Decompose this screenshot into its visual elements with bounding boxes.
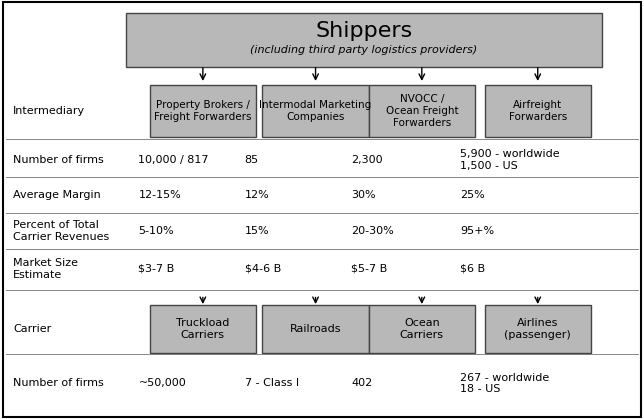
Text: 15%: 15% (245, 226, 269, 236)
Text: 402: 402 (351, 378, 372, 388)
Text: 12-15%: 12-15% (138, 190, 181, 200)
Text: Truckload
Carriers: Truckload Carriers (176, 318, 229, 340)
Text: 267 - worldwide
18 - US: 267 - worldwide 18 - US (460, 372, 550, 394)
Text: Ocean
Carriers: Ocean Carriers (400, 318, 444, 340)
Text: 20-30%: 20-30% (351, 226, 393, 236)
Text: Market Size
Estimate: Market Size Estimate (13, 258, 78, 280)
Text: 12%: 12% (245, 190, 269, 200)
FancyBboxPatch shape (3, 2, 641, 417)
FancyBboxPatch shape (263, 85, 368, 137)
Text: Airlines
(passenger): Airlines (passenger) (504, 318, 571, 340)
Text: 5,900 - worldwide
1,500 - US: 5,900 - worldwide 1,500 - US (460, 149, 560, 171)
Text: Carrier: Carrier (13, 324, 51, 334)
FancyBboxPatch shape (484, 85, 591, 137)
Text: NVOCC /
Ocean Freight
Forwarders: NVOCC / Ocean Freight Forwarders (386, 94, 458, 128)
Text: $3-7 B: $3-7 B (138, 264, 175, 274)
FancyBboxPatch shape (149, 85, 256, 137)
Text: 2,300: 2,300 (351, 155, 383, 165)
Text: Intermodal Marketing
Companies: Intermodal Marketing Companies (260, 100, 372, 122)
FancyBboxPatch shape (484, 305, 591, 353)
FancyBboxPatch shape (149, 305, 256, 353)
Text: Property Brokers /
Freight Forwarders: Property Brokers / Freight Forwarders (154, 100, 252, 122)
Text: 30%: 30% (351, 190, 375, 200)
Text: $6 B: $6 B (460, 264, 486, 274)
Text: $4-6 B: $4-6 B (245, 264, 281, 274)
Text: 25%: 25% (460, 190, 485, 200)
Text: Shippers: Shippers (315, 21, 413, 41)
Text: ~50,000: ~50,000 (138, 378, 186, 388)
Text: $5-7 B: $5-7 B (351, 264, 387, 274)
Text: 7 - Class I: 7 - Class I (245, 378, 299, 388)
Text: Number of firms: Number of firms (13, 378, 104, 388)
FancyBboxPatch shape (368, 305, 475, 353)
Text: (including third party logistics providers): (including third party logistics provide… (251, 45, 477, 55)
Text: Percent of Total
Carrier Revenues: Percent of Total Carrier Revenues (13, 220, 109, 242)
FancyBboxPatch shape (126, 13, 602, 67)
Text: Airfreight
Forwarders: Airfreight Forwarders (509, 100, 567, 122)
Text: 5-10%: 5-10% (138, 226, 174, 236)
Text: 10,000 / 817: 10,000 / 817 (138, 155, 209, 165)
Text: 95+%: 95+% (460, 226, 495, 236)
Text: Average Margin: Average Margin (13, 190, 100, 200)
Text: Railroads: Railroads (290, 324, 341, 334)
FancyBboxPatch shape (263, 305, 368, 353)
Text: Intermediary: Intermediary (13, 106, 85, 116)
Text: Number of firms: Number of firms (13, 155, 104, 165)
Text: 85: 85 (245, 155, 259, 165)
FancyBboxPatch shape (368, 85, 475, 137)
